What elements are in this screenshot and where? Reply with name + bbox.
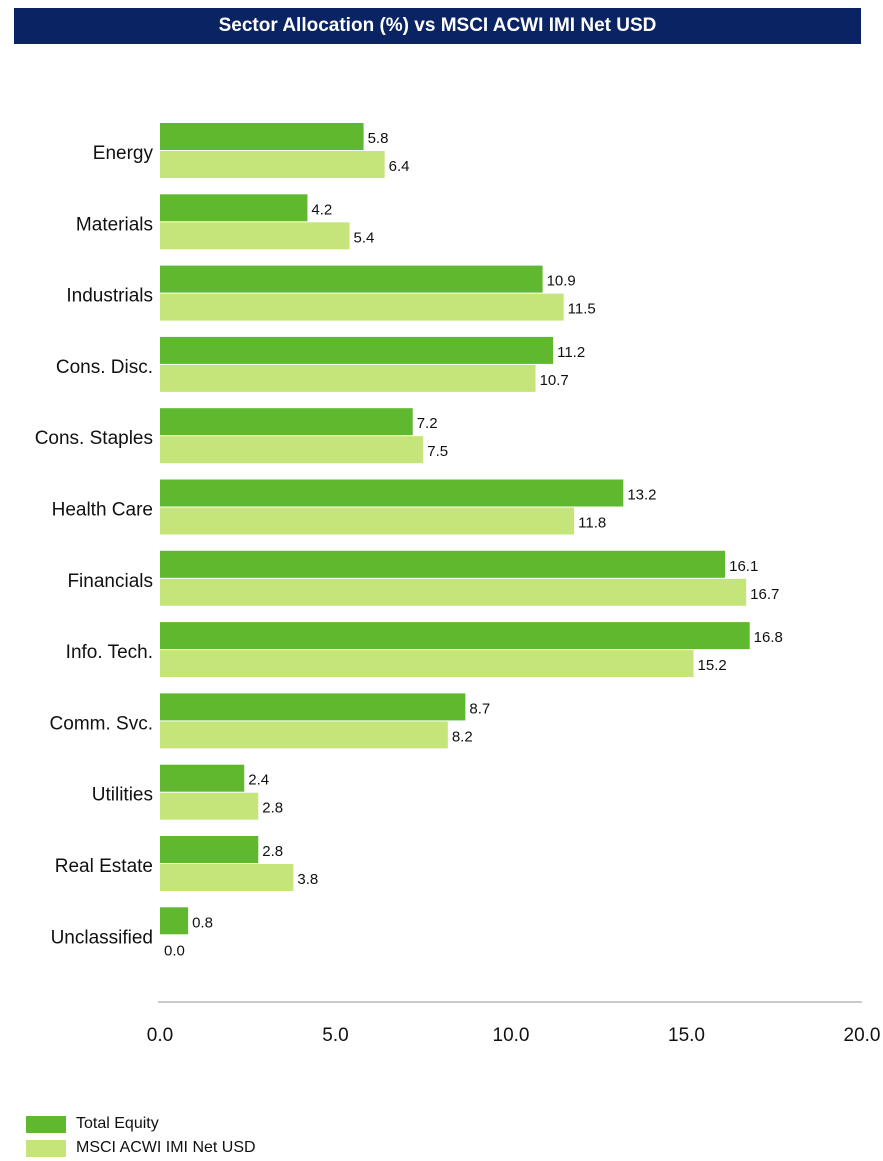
x-tick-label-2: 10.0 [493, 1025, 530, 1046]
value-label-energy-total-equity: 5.8 [368, 130, 389, 147]
value-label-real-estate-total-equity: 2.8 [262, 843, 283, 860]
legend-item-total-equity: Total Equity [26, 1112, 256, 1136]
category-label-utilities: Utilities [92, 785, 153, 806]
value-label-industrials-benchmark: 11.5 [568, 301, 596, 318]
bar-cons-staples-total-equity [160, 408, 413, 436]
bar-cons-disc-total-equity [160, 336, 554, 364]
chart-title: Sector Allocation (%) vs MSCI ACWI IMI N… [14, 8, 861, 44]
bar-energy-total-equity [160, 123, 364, 150]
legend-item-benchmark: MSCI ACWI IMI Net USD [26, 1136, 256, 1160]
bar-real-estate-total-equity [160, 836, 259, 863]
category-label-cons-disc: Cons. Disc. [56, 357, 153, 378]
bar-industrials-benchmark [160, 293, 564, 321]
value-label-comm-svc-total-equity: 8.7 [469, 700, 490, 717]
value-label-comm-svc-benchmark: 8.2 [452, 728, 473, 745]
bar-info-tech-benchmark [160, 650, 694, 678]
bar-health-care-total-equity [160, 479, 624, 507]
bar-materials-benchmark [160, 222, 350, 250]
value-label-cons-disc-total-equity: 11.2 [557, 344, 585, 361]
bar-chart: Energy 5.86.4 Materials 4.2 5.4 Industrials 10… [35, 123, 881, 1046]
category-label-real-estate: Real Estate [55, 856, 153, 877]
bar-health-care-benchmark [160, 507, 575, 535]
legend-label-total-equity: Total Equity [76, 1115, 159, 1132]
value-label-materials-total-equity: 4.2 [311, 201, 332, 218]
value-label-financials-total-equity: 16.1 [729, 558, 758, 575]
bar-comm-svc-total-equity [160, 693, 466, 721]
category-label-materials: Materials [76, 214, 153, 235]
legend-swatch-total-equity [26, 1115, 66, 1133]
value-label-unclassified-total-equity: 0.8 [192, 914, 213, 931]
value-label-industrials-total-equity: 10.9 [547, 273, 576, 290]
category-label-energy: Energy [93, 143, 154, 164]
legend-swatch-benchmark [26, 1139, 66, 1157]
bar-comm-svc-benchmark [160, 721, 448, 749]
category-label-industrials: Industrials [66, 286, 153, 307]
bar-utilities-benchmark [160, 792, 259, 820]
bar-unclassified-total-equity [160, 907, 189, 935]
value-label-cons-disc-benchmark: 10.7 [540, 372, 569, 389]
value-label-info-tech-total-equity: 16.8 [754, 629, 783, 646]
bar-info-tech-total-equity [160, 622, 750, 650]
legend: Total Equity MSCI ACWI IMI Net USD [26, 1112, 256, 1160]
x-tick-label-0: 0.0 [147, 1025, 173, 1046]
value-label-health-care-total-equity: 13.2 [627, 487, 656, 504]
category-label-health-care: Health Care [52, 500, 153, 521]
bar-materials-total-equity [160, 194, 308, 222]
bar-utilities-total-equity [160, 764, 245, 792]
value-label-utilities-total-equity: 2.4 [248, 772, 269, 789]
bar-cons-disc-benchmark [160, 364, 536, 392]
value-label-health-care-benchmark: 11.8 [578, 515, 606, 532]
legend-label-benchmark: MSCI ACWI IMI Net USD [76, 1139, 256, 1156]
value-label-real-estate-benchmark: 3.8 [297, 871, 318, 888]
category-label-info-tech: Info. Tech. [66, 642, 153, 663]
x-tick-label-3: 15.0 [668, 1025, 705, 1046]
category-label-comm-svc: Comm. Svc. [50, 713, 153, 734]
value-label-cons-staples-benchmark: 7.5 [427, 443, 448, 460]
category-label-financials: Financials [67, 571, 153, 592]
value-label-utilities-benchmark: 2.8 [262, 800, 283, 817]
bar-cons-staples-benchmark [160, 436, 424, 464]
category-label-cons-staples: Cons. Staples [35, 428, 153, 449]
value-label-materials-benchmark: 5.4 [354, 229, 375, 246]
value-label-info-tech-benchmark: 15.2 [698, 657, 727, 674]
category-label-unclassified: Unclassified [51, 927, 153, 948]
bar-financials-total-equity [160, 550, 726, 578]
x-tick-label-4: 20.0 [844, 1025, 881, 1046]
value-label-unclassified-benchmark: 0.0 [164, 942, 185, 959]
value-label-financials-benchmark: 16.7 [750, 586, 779, 603]
value-label-cons-staples-total-equity: 7.2 [417, 415, 438, 432]
bar-energy-benchmark [160, 151, 385, 178]
x-tick-label-1: 5.0 [322, 1025, 348, 1046]
bar-financials-benchmark [160, 578, 747, 606]
bar-industrials-total-equity [160, 265, 543, 293]
value-label-energy-benchmark: 6.4 [389, 158, 410, 175]
bar-real-estate-benchmark [160, 864, 294, 891]
